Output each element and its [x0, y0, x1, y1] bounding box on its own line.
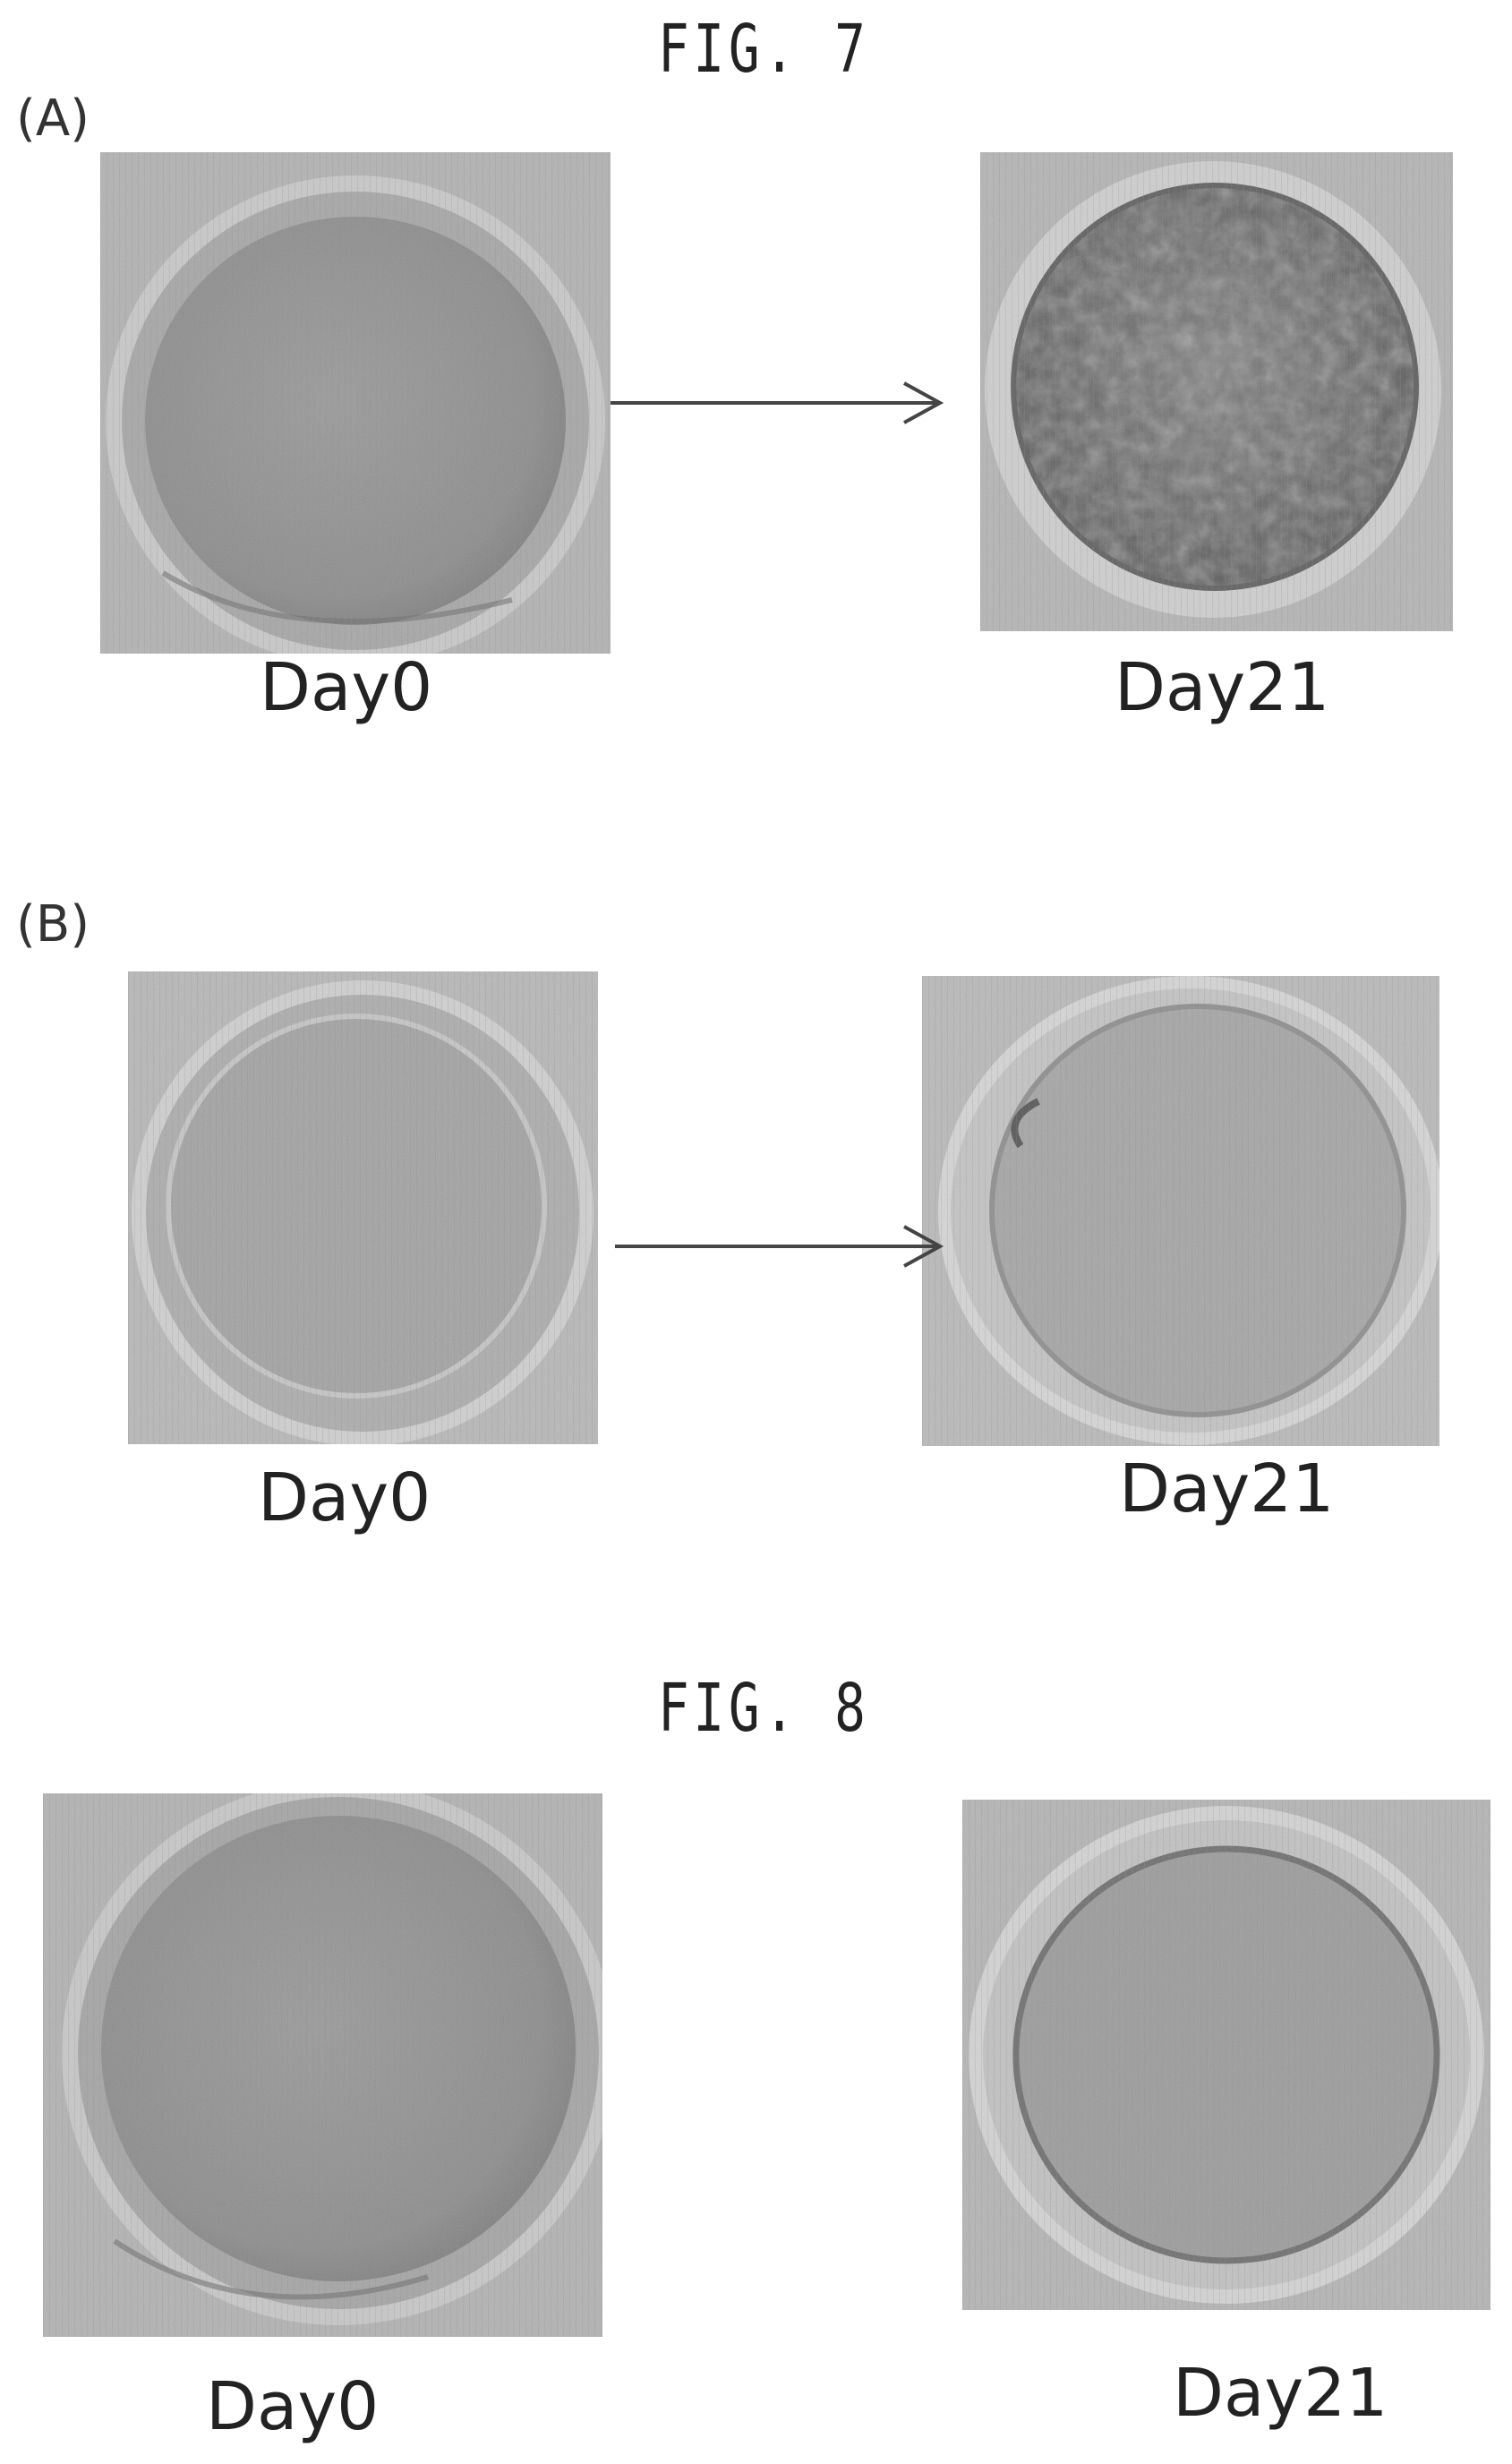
panel-a-day21-caption: Day21 [1115, 649, 1329, 726]
panel-a-label: (A) [16, 90, 90, 148]
figure-8-day0-image [43, 1793, 602, 2337]
figure-7-title: FIG. 7 [658, 11, 870, 88]
figure-8-day21-caption: Day21 [1173, 2355, 1388, 2432]
panel-b-day21-caption: Day21 [1119, 1450, 1334, 1527]
panel-a-arrow-icon [609, 376, 949, 430]
figure-8-title: FIG. 8 [658, 1670, 870, 1747]
panel-b-day0-caption: Day0 [258, 1459, 431, 1536]
figure-8-day0-caption: Day0 [206, 2368, 379, 2445]
panel-a-day0-caption: Day0 [260, 649, 432, 726]
panel-b-day21-image [922, 976, 1439, 1446]
panel-b-label: (B) [16, 895, 90, 954]
panel-a-day0-image [100, 152, 611, 654]
figure-8-day21-image [962, 1800, 1491, 2310]
panel-b-arrow-icon [613, 1219, 949, 1273]
panel-b-day0-image [128, 971, 598, 1444]
panel-a-day21-image [980, 152, 1453, 631]
